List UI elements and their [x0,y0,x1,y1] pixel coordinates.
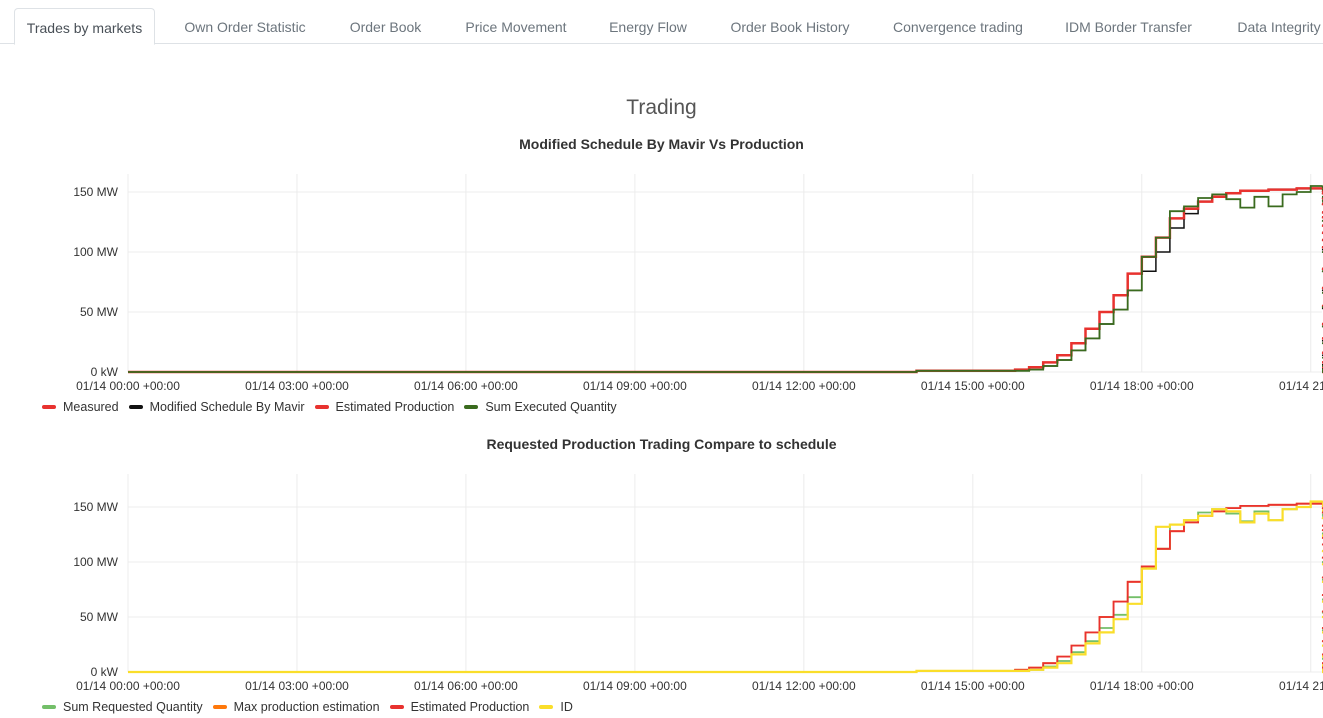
chart-2-series-sum-requested-quantity [128,500,1323,673]
tab-order-book-history[interactable]: Order Book History [730,19,850,35]
chart-2-y-tick-label: 150 MW [73,500,118,514]
chart-1-legend-label: Sum Executed Quantity [485,399,617,414]
chart-1-y-tick-label: 150 MW [73,185,118,199]
chart-2-legend-swatch [539,705,554,710]
chart-1-x-tick-label: 01/14 06:00 +00:00 [414,379,518,392]
tab-energy-flow[interactable]: Energy Flow [609,19,687,35]
chart-1-legend-swatch [128,405,143,410]
chart-2-legend-label: Max production estimation [233,699,380,714]
chart-1-title: Modified Schedule By Mavir Vs Production [519,136,804,152]
chart-2-legend-item-max-production-estimation[interactable]: Max production estimation [212,699,380,714]
chart-1-modified-schedule: 0 kW 50 MW 100 MW 150 MW 01/14 00:00 +00:00 0… [73,174,1323,392]
chart-1-legend-item-estimated-production[interactable]: Estimated Production [314,399,455,414]
chart-1-legend-swatch [42,405,56,410]
chart-1-series-modified-schedule-by-mavir [128,187,1323,373]
chart-1-y-tick-label: 50 MW [80,305,119,319]
chart-1-legend-label: Modified Schedule By Mavir [149,399,305,414]
chart-2-legend-label: ID [560,699,573,714]
chart-1-legend-item-sum-executed-quantity[interactable]: Sum Executed Quantity [464,399,617,414]
chart-1-legend-label: Estimated Production [335,399,455,414]
chart-1-series-measured [128,187,1323,374]
chart-2-legend-swatch [42,705,56,710]
tab-own-order-statistic[interactable]: Own Order Statistic [184,19,306,35]
chart-2-x-tick-label: 01/14 09:00 +00:00 [583,679,687,692]
chart-2-legend-item-estimated-production[interactable]: Estimated Production [389,699,530,714]
chart-1-x-tick-label: 01/14 12:00 +00:00 [752,379,856,392]
chart-2-x-tick-label: 01/14 12:00 +00:00 [752,679,856,692]
chart-1-legend-label: Measured [63,399,119,414]
tab-price-movement[interactable]: Price Movement [465,19,567,35]
tab-order-book[interactable]: Order Book [349,19,422,35]
chart-1-legend-swatch [314,405,329,410]
chart-2-series-max-production-estimation [128,502,1323,673]
chart-2-series-estimated-production [128,502,1323,673]
chart-2-legend-label: Estimated Production [410,699,530,714]
chart-1-x-tick-label: 01/14 21:00 [1279,379,1323,392]
chart-1-legend-item-measured[interactable]: Measured [42,400,119,414]
chart-1-x-tick-label: 01/14 15:00 +00:00 [921,379,1025,392]
chart-2-x-tick-label: 01/14 00:00 +00:00 [76,679,180,692]
chart-2-legend-item-id[interactable]: ID [539,700,573,714]
chart-1-x-tick-label: 01/14 09:00 +00:00 [583,379,687,392]
chart-2-x-tick-label: 01/14 18:00 +00:00 [1090,679,1194,692]
chart-1-legend: Measured Modified Schedule By Mavir Estima… [42,399,627,417]
chart-2-x-tick-label: 01/14 21:00 [1279,679,1323,692]
chart-2-y-tick-label: 50 MW [80,610,119,624]
chart-2-title: Requested Production Trading Compare to … [486,436,837,452]
tab-idm-border-transfer[interactable]: IDM Border Transfer [1065,19,1192,35]
chart-2-x-tick-label: 01/14 03:00 +00:00 [245,679,349,692]
chart-2-legend-item-sum-requested-quantity[interactable]: Sum Requested Quantity [42,700,203,714]
chart-2-legend: Sum Requested Quantity Max production est… [42,699,583,717]
tab-bar-divider [0,43,1323,44]
chart-2-y-tick-label: 0 kW [91,665,119,679]
chart-1-x-tick-label: 01/14 18:00 +00:00 [1090,379,1194,392]
chart-2-requested-production: 0 kW 50 MW 100 MW 150 MW 01/14 00:00 +00:00 0… [73,474,1323,692]
chart-2-legend-label: Sum Requested Quantity [63,699,203,714]
chart-1-x-tick-label: 01/14 03:00 +00:00 [245,379,349,392]
chart-2-y-tick-label: 100 MW [73,555,118,569]
page-title: Trading [626,96,697,119]
chart-1-x-tick-label: 01/14 00:00 +00:00 [76,379,180,392]
chart-2-legend-swatch [389,705,404,710]
tab-trades-by-markets[interactable]: Trades by markets [14,8,155,45]
tab-bar: Trades by markets Own Order Statistic Or… [0,0,1323,45]
chart-1-y-tick-label: 0 kW [91,365,119,379]
chart-2-series-id [128,500,1323,674]
chart-2-x-tick-label: 01/14 06:00 +00:00 [414,679,518,692]
chart-1-series-estimated-production [128,187,1323,373]
tab-convergence-trading[interactable]: Convergence trading [893,19,1023,35]
chart-1-y-tick-label: 100 MW [73,245,118,259]
chart-2-legend-swatch [212,705,227,710]
chart-2-x-tick-label: 01/14 15:00 +00:00 [921,679,1025,692]
chart-1-series-sum-executed-quantity [128,185,1323,373]
tab-data-integrity[interactable]: Data Integrity [1237,19,1321,35]
chart-1-legend-item-modified-schedule-by-mavir[interactable]: Modified Schedule By Mavir [128,399,305,414]
chart-1-legend-swatch [464,405,479,410]
